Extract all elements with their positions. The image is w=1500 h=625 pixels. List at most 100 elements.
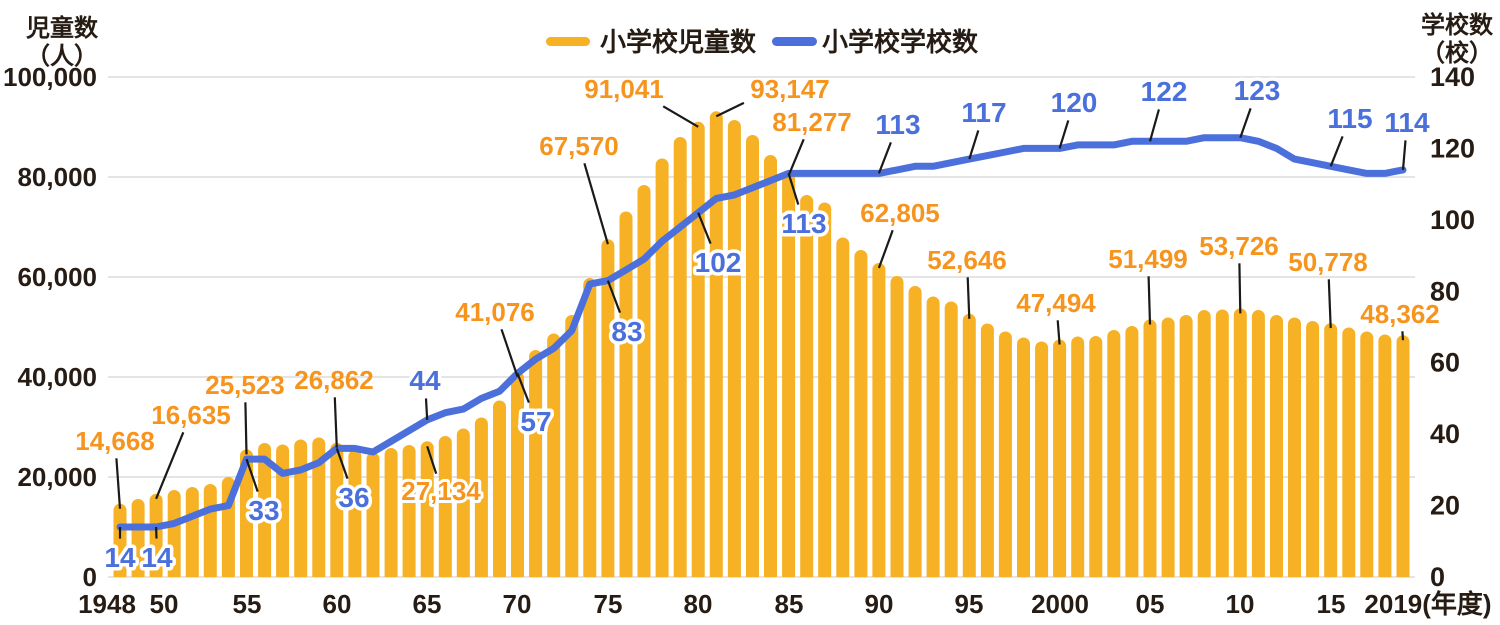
x-tick-label: 80 — [684, 589, 713, 619]
bar — [1125, 326, 1138, 585]
bar — [1089, 336, 1102, 585]
bar — [1324, 323, 1337, 585]
line-value-label: 122 — [1141, 76, 1188, 107]
bar — [1053, 340, 1066, 586]
x-tick-label: 70 — [503, 589, 532, 619]
line-value-label: 117 — [961, 97, 1006, 128]
bar — [186, 487, 199, 585]
bar — [1198, 310, 1211, 585]
legend-swatch-schools — [772, 37, 817, 46]
bar — [511, 372, 524, 585]
y-right-tick-label: 60 — [1430, 348, 1460, 378]
annotation-leader-line — [1331, 136, 1343, 166]
annotation-leader-line — [879, 230, 893, 268]
line-value-label: 114 — [1384, 107, 1430, 138]
bar — [674, 137, 687, 585]
bar — [656, 159, 669, 586]
x-tick-label: 75 — [594, 589, 623, 619]
bar — [981, 324, 994, 586]
line-value-label: 102 — [695, 247, 742, 278]
annotation-leader-line — [426, 398, 427, 420]
line-value-label: 115 — [1327, 103, 1372, 134]
bar — [692, 122, 705, 585]
line-value-label: 113 — [875, 109, 920, 140]
bar — [1378, 335, 1391, 586]
line-value-label: 33 — [248, 495, 279, 526]
y-right-tick-label: 40 — [1430, 419, 1460, 449]
bar — [710, 111, 723, 585]
bar — [746, 135, 759, 585]
bar — [1216, 310, 1229, 586]
bar-value-label: 53,726 — [1199, 231, 1279, 261]
bar-value-label: 52,646 — [927, 245, 1007, 275]
bar — [439, 436, 452, 585]
annotation-leader-line — [1149, 276, 1150, 324]
bar — [945, 302, 958, 586]
line-value-label: 83 — [611, 316, 642, 347]
bar — [367, 453, 380, 586]
y-left-tick-label: 0 — [83, 562, 97, 592]
x-tick-label: 10 — [1226, 589, 1255, 619]
annotation-leader-line — [968, 277, 970, 319]
x-tick-label: 15 — [1317, 589, 1346, 619]
annotation-leader-line — [716, 103, 744, 116]
bar-value-label: 14,668 — [75, 426, 155, 456]
bar — [547, 334, 560, 586]
bar — [872, 263, 885, 585]
y-left-tick-label: 20,000 — [17, 462, 97, 492]
annotation-leader-line — [1240, 108, 1250, 137]
y-left-tick-label: 40,000 — [17, 362, 97, 392]
x-tick-label: 65 — [413, 589, 442, 619]
annotation-leader-line — [156, 432, 183, 499]
bar — [800, 195, 813, 585]
right-axis-title: （校） — [1421, 39, 1493, 67]
bar-value-label: 26,862 — [294, 365, 374, 395]
bar — [1035, 342, 1048, 586]
right-axis-title: 学校数 — [1421, 11, 1494, 39]
bar — [385, 448, 398, 585]
line-value-label: 113 — [781, 208, 826, 239]
left-axis-title: （人） — [26, 43, 98, 70]
line-value-label: 123 — [1234, 75, 1281, 106]
bar — [1288, 318, 1301, 586]
y-right-tick-label: 100 — [1430, 205, 1475, 235]
bar — [836, 238, 849, 586]
bar — [1107, 330, 1120, 585]
x-tick-label: 55 — [233, 589, 262, 619]
bar-value-label: 27,134 — [401, 476, 481, 506]
line-value-label: 57 — [520, 406, 551, 437]
bar-value-label: 81,277 — [772, 107, 852, 137]
bar — [1360, 332, 1373, 586]
legend-label-schools: 小学校学校数 — [822, 27, 979, 57]
annotation-leader-line — [335, 397, 337, 447]
bar-value-label: 25,523 — [205, 370, 285, 400]
annotation-leader-line — [1403, 140, 1406, 170]
y-right-tick-label: 20 — [1430, 491, 1460, 521]
annotation-leader-line — [584, 163, 608, 244]
annotation-leader-line — [1329, 279, 1331, 328]
bar — [403, 445, 416, 585]
line-value-label: 36 — [338, 482, 369, 513]
left-axis-title: 児童数 — [26, 14, 99, 42]
bar — [1162, 318, 1175, 586]
bar — [204, 484, 217, 585]
bar — [818, 203, 831, 586]
annotation-leader-line — [663, 106, 698, 127]
bar — [1071, 337, 1084, 586]
bar — [1342, 328, 1355, 586]
legend: 小学校児童数小学校学校数 — [546, 27, 979, 57]
bar — [493, 401, 506, 586]
line-value-label: 44 — [409, 365, 441, 396]
y-left-tick-label: 60,000 — [17, 262, 97, 292]
bar — [854, 250, 867, 585]
x-tick-label: 2000 — [1031, 589, 1089, 619]
bar-value-label: 47,494 — [1016, 288, 1096, 318]
bar — [529, 350, 542, 585]
y-right-tick-label: 0 — [1430, 562, 1445, 592]
bar-value-label: 16,635 — [151, 400, 231, 430]
bar — [927, 297, 940, 586]
bar — [1180, 315, 1193, 585]
annotation-leader-line — [502, 329, 518, 376]
annotation-leader-line — [116, 458, 120, 508]
